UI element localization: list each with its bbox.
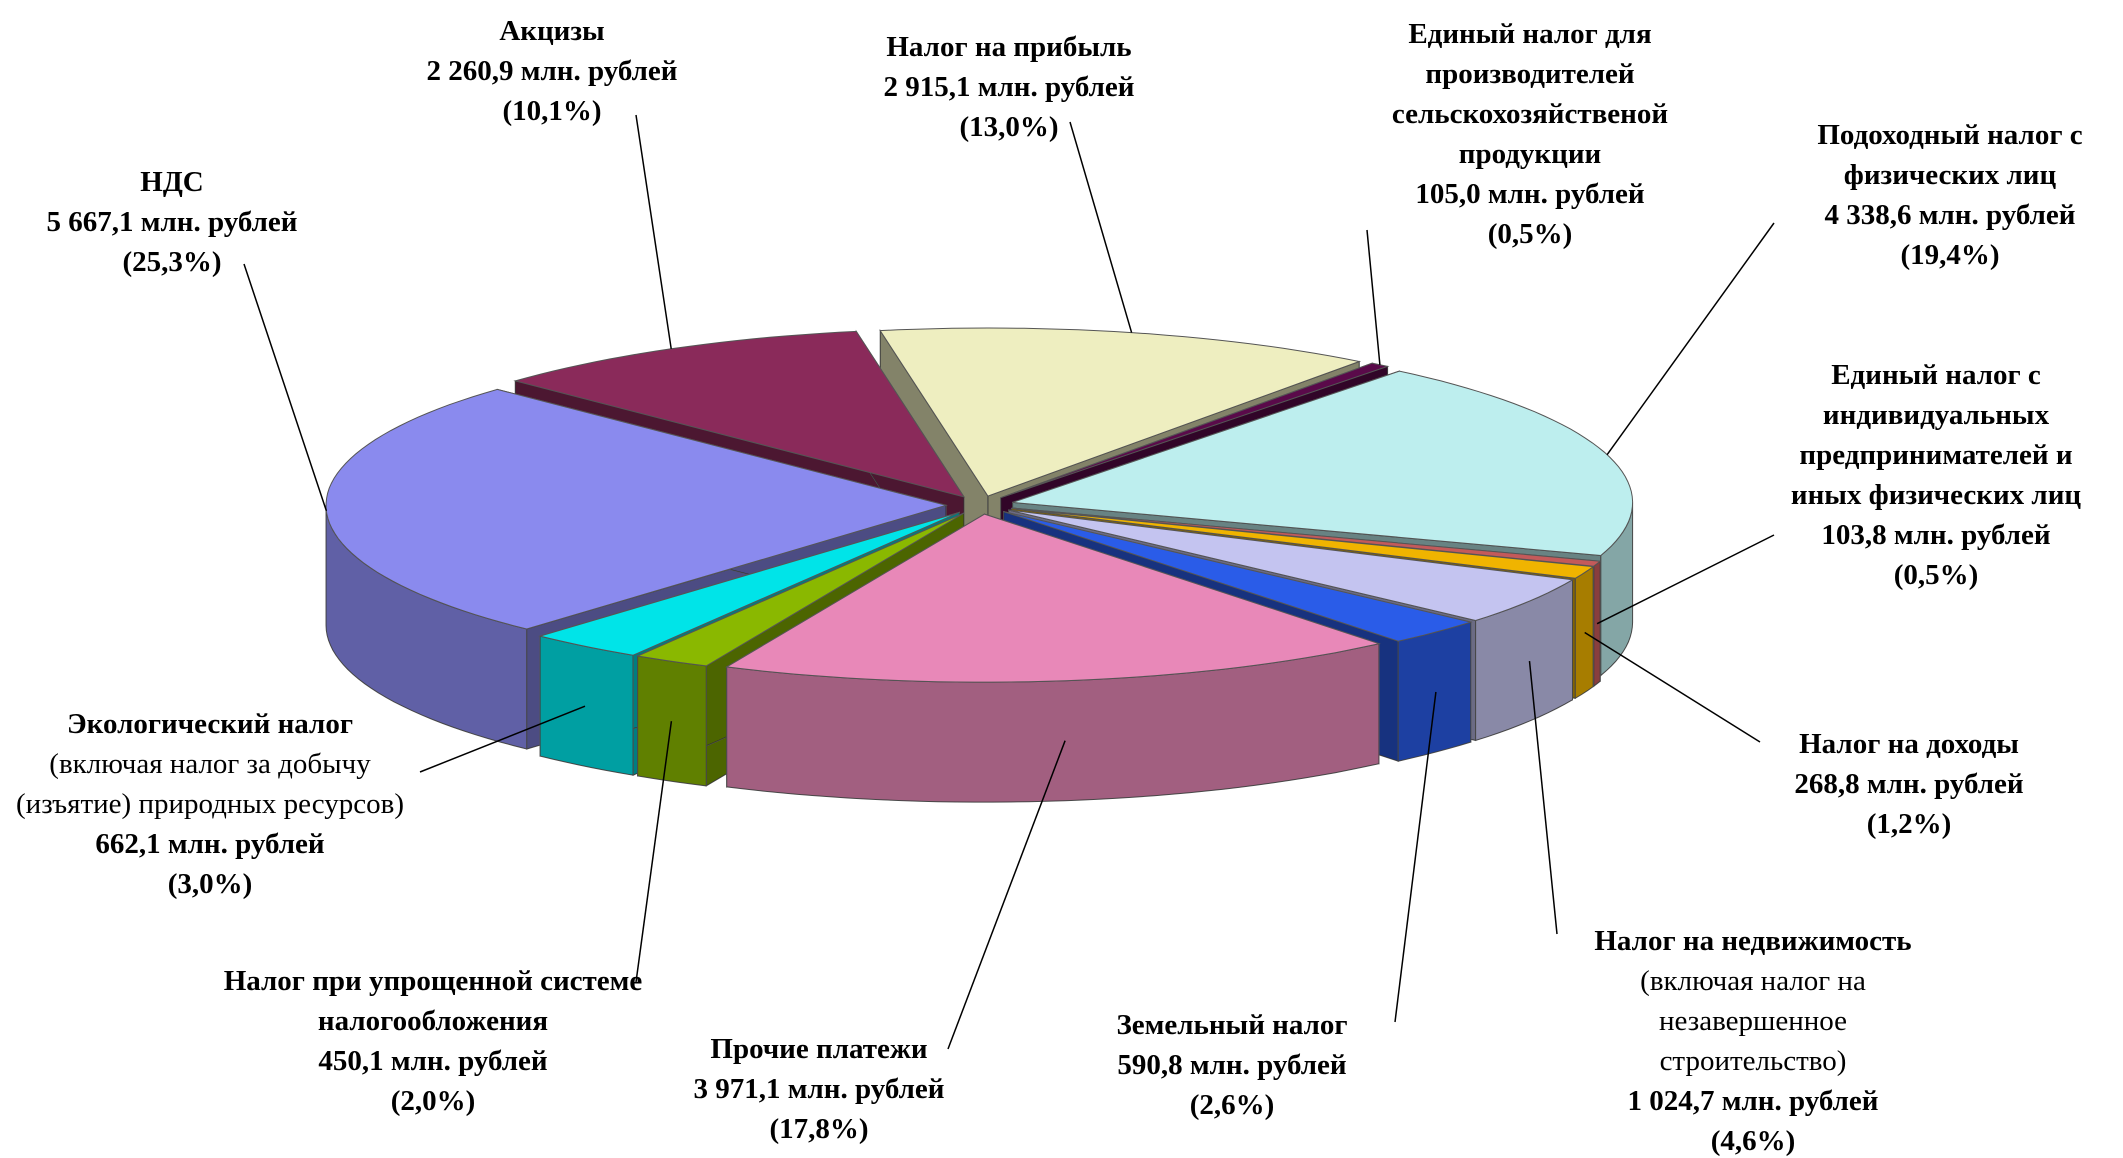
slice-wall-shade [1600, 502, 1633, 676]
leader-line [1596, 534, 1775, 625]
category-label: Прочие платежи [710, 1033, 928, 1065]
leader-line [635, 114, 672, 349]
slice-label: Прочие платежи 3 971,1 млн. рублей (17,8%) [654, 1029, 984, 1149]
slice-top [1011, 508, 1595, 579]
percent-label: (17,8%) [769, 1113, 869, 1145]
percent-label: (3,0%) [167, 868, 253, 900]
slice-label: Подоходный налог с физических лиц 4 338,6… [1780, 115, 2120, 275]
category-label: Налог при упрощенной системе налогооблож… [223, 965, 643, 1037]
percent-label: (1,2%) [1866, 808, 1952, 840]
percent-label: (13,0%) [959, 111, 1059, 143]
value-label: 105,0 млн. рублей [1415, 178, 1645, 210]
slice-wall-shade [540, 636, 634, 776]
slice-label: Единый налог с индивидуальных предприним… [1766, 355, 2106, 595]
leader-line [635, 721, 673, 983]
category-label: Налог на недвижимость [1594, 925, 1912, 957]
category-label: Налог на прибыль [886, 31, 1132, 63]
value-label: 2 260,9 млн. рублей [426, 55, 678, 87]
leader-line [1366, 229, 1381, 365]
value-label: 450,1 млн. рублей [318, 1045, 548, 1077]
category-note: (включая налог за добычу (изъятие) приро… [16, 748, 404, 820]
value-label: 2 915,1 млн. рублей [883, 71, 1135, 103]
percent-label: (2,6%) [1189, 1089, 1275, 1121]
slice-label: Налог на недвижимость (включая налог на н… [1563, 921, 1943, 1158]
slice-label: Налог при упрощенной системе налогооблож… [223, 961, 643, 1121]
value-label: 1 024,7 млн. рублей [1627, 1085, 1879, 1117]
percent-label: (19,4%) [1900, 239, 2000, 271]
percent-label: (25,3%) [122, 246, 222, 278]
slice-wall-shade [1398, 622, 1471, 762]
slice-top [725, 513, 1381, 683]
slice-wall-shade [326, 505, 527, 749]
value-label: 662,1 млн. рублей [95, 828, 325, 860]
category-label: Единый налог для производителей сельскох… [1391, 18, 1669, 170]
category-label: Земельный налог [1116, 1009, 1348, 1041]
leader-line [1394, 691, 1437, 1023]
slice-label: НДС 5 667,1 млн. рублей (25,3%) [7, 162, 337, 282]
leader-line [419, 705, 586, 773]
slice-label: Акцизы 2 260,9 млн. рублей (10,1%) [387, 11, 717, 131]
leader-line [1584, 631, 1761, 743]
percent-label: (2,0%) [390, 1085, 476, 1117]
slice-top [538, 511, 960, 656]
value-label: 3 971,1 млн. рублей [693, 1073, 945, 1105]
slice-wall-shade [726, 643, 1379, 803]
leader-line [947, 740, 1066, 1050]
leader-line [1528, 661, 1558, 935]
percent-label: (10,1%) [502, 95, 602, 127]
category-label: Акцизы [499, 15, 605, 47]
value-label: 5 667,1 млн. рублей [46, 206, 298, 238]
leader-line [1606, 222, 1775, 456]
slice-top [1003, 511, 1473, 642]
category-note: (включая налог на незавершенное строител… [1640, 965, 1866, 1077]
slice-label: Земельный налог 590,8 млн. рублей (2,6%) [1072, 1005, 1392, 1125]
category-label: Подоходный налог с физических лиц [1817, 119, 2083, 191]
category-label: Единый налог с индивидуальных предприним… [1790, 359, 2082, 511]
slice-wall-shade [1593, 561, 1601, 687]
value-label: 103,8 млн. рублей [1821, 519, 2051, 551]
slice-top [1008, 509, 1575, 622]
slice-top [635, 512, 965, 667]
percent-label: (0,5%) [1893, 559, 1979, 591]
slice [725, 513, 1381, 803]
slice-wall-shade [1575, 566, 1594, 699]
value-label: 590,8 млн. рублей [1117, 1049, 1347, 1081]
percent-label: (4,6%) [1710, 1125, 1796, 1157]
slice-wall-shade [1475, 579, 1573, 741]
leader-line [1069, 121, 1133, 333]
value-label: 4 338,6 млн. рублей [1824, 199, 2076, 231]
slice-label: Единый налог для производителей сельскох… [1345, 14, 1715, 254]
slice-label: Налог на доходы 268,8 млн. рублей (1,2%) [1749, 724, 2069, 844]
category-label: Экологический налог [67, 708, 353, 740]
category-label: НДС [140, 166, 204, 198]
leader-line [243, 263, 328, 512]
slice-label: Налог на прибыль 2 915,1 млн. рублей (13,0… [799, 27, 1219, 147]
slice-label: Экологический налог (включая налог за доб… [10, 704, 410, 904]
value-label: 268,8 млн. рублей [1794, 768, 2024, 800]
percent-label: (0,5%) [1487, 218, 1573, 250]
slice-wall-shade [637, 656, 707, 786]
category-label: Налог на доходы [1799, 728, 2019, 760]
